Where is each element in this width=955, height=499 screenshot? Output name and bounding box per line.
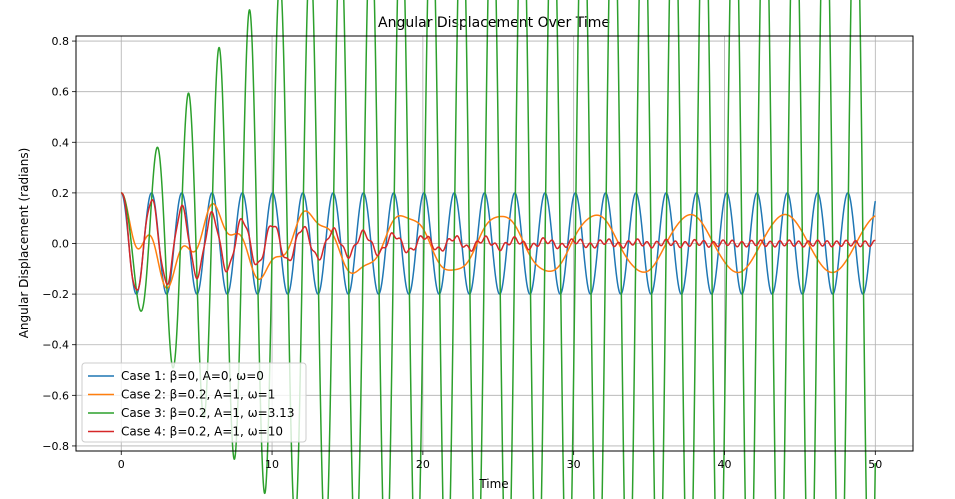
x-tick-label: 0 — [118, 458, 125, 471]
y-axis-ticks: −0.8 −0.6 −0.4 −0.2 0.0 0.2 0.4 0.6 0.8 — [42, 35, 76, 453]
y-tick-label: 0.8 — [52, 35, 70, 48]
series-line-4 — [120, 192, 876, 291]
x-tick-label: 10 — [265, 458, 279, 471]
legend: Case 1: β=0, A=0, ω=0 Case 2: β=0.2, A=1,… — [81, 362, 307, 443]
y-tick-label: 0.0 — [52, 238, 70, 251]
y-tick-label: −0.2 — [42, 288, 69, 301]
y-axis-label: Angular Displacement (radians) — [17, 148, 31, 339]
y-tick-label: −0.8 — [42, 440, 69, 453]
x-tick-label: 40 — [717, 458, 731, 471]
legend-label: Case 2: β=0.2, A=1, ω=1 — [121, 388, 275, 402]
chart-title: Angular Displacement Over Time — [378, 15, 610, 31]
legend-box — [81, 362, 307, 443]
y-tick-label: −0.6 — [42, 389, 69, 402]
legend-label: Case 4: β=0.2, A=1, ω=10 — [121, 425, 283, 439]
series-layer — [120, 0, 877, 499]
x-axis-ticks: 0 10 20 30 40 50 — [118, 451, 882, 471]
legend-label: Case 3: β=0.2, A=1, ω=3.13 — [121, 406, 294, 420]
legend-label: Case 1: β=0, A=0, ω=0 — [121, 369, 264, 383]
x-axis-label: Time — [478, 477, 508, 491]
x-tick-label: 20 — [416, 458, 430, 471]
y-tick-label: −0.4 — [42, 339, 69, 352]
y-tick-label: 0.4 — [52, 136, 70, 149]
y-tick-label: 0.6 — [52, 86, 70, 99]
series-line-2 — [120, 192, 876, 289]
series-line-3 — [120, 0, 877, 499]
y-tick-label: 0.2 — [52, 187, 70, 200]
x-tick-label: 30 — [567, 458, 581, 471]
x-tick-label: 50 — [868, 458, 882, 471]
